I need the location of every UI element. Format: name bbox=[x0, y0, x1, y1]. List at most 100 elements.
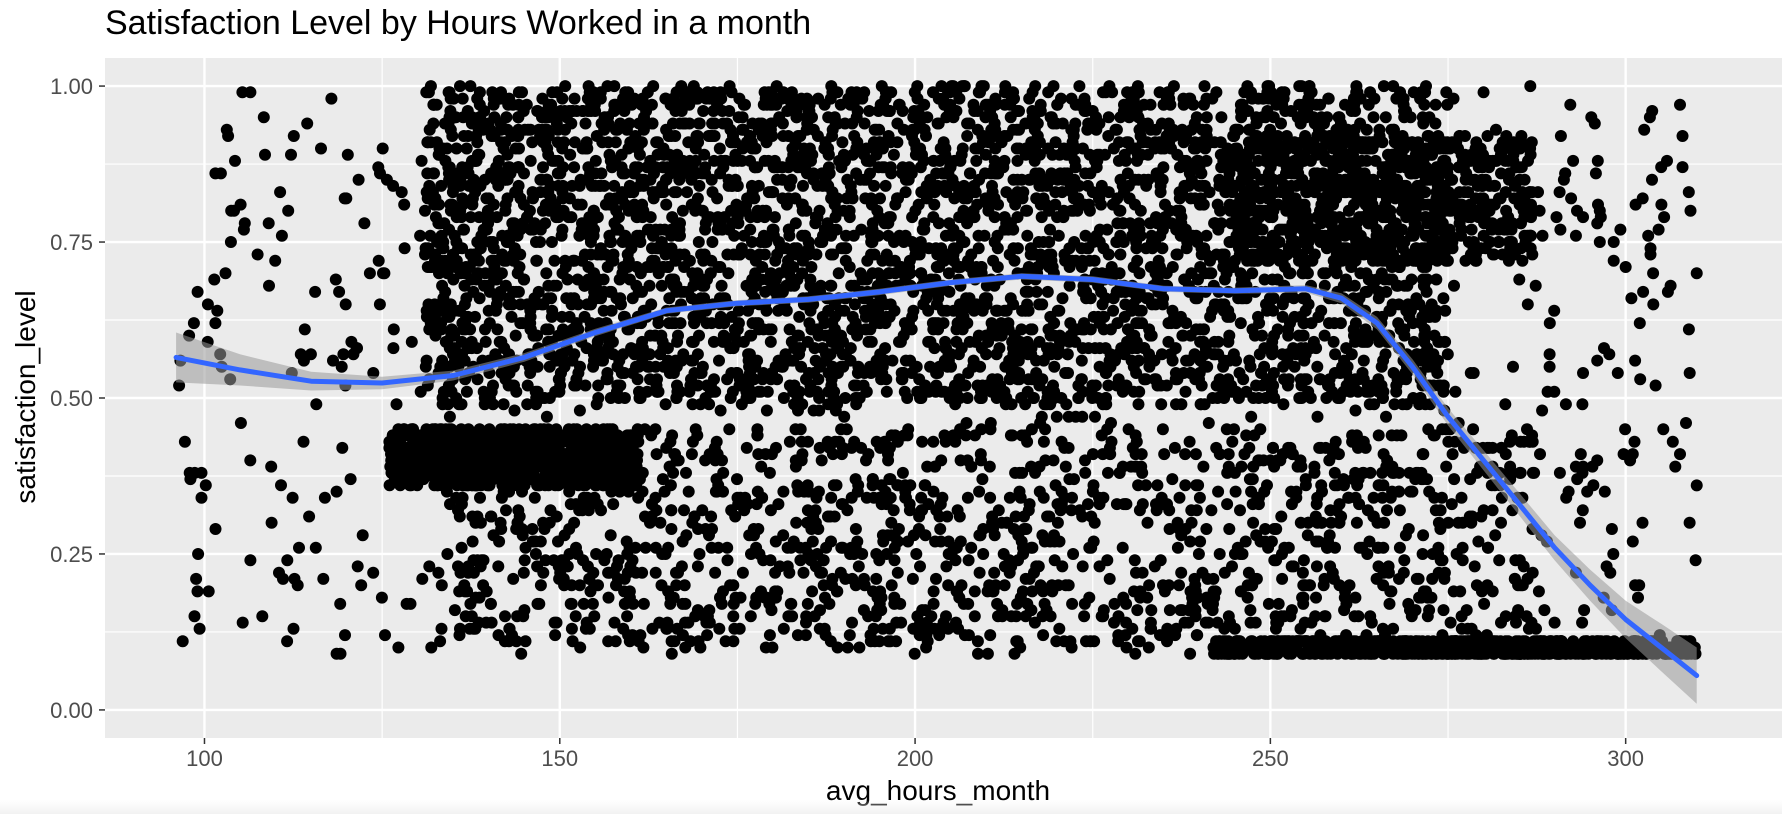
data-point bbox=[1155, 142, 1168, 155]
data-point bbox=[1179, 223, 1192, 236]
data-point bbox=[1066, 136, 1079, 149]
data-point bbox=[1302, 298, 1315, 311]
data-point bbox=[571, 198, 584, 211]
data-point bbox=[648, 254, 661, 267]
data-point bbox=[693, 367, 706, 379]
data-point bbox=[1155, 398, 1168, 411]
data-point bbox=[1102, 267, 1115, 280]
data-point bbox=[637, 179, 650, 192]
data-point bbox=[663, 317, 675, 330]
data-point bbox=[818, 223, 831, 236]
data-point bbox=[785, 98, 798, 111]
data-point bbox=[1377, 354, 1390, 367]
data-point bbox=[436, 392, 449, 404]
data-point bbox=[1141, 117, 1154, 130]
data-point bbox=[1033, 335, 1046, 348]
data-point bbox=[1674, 448, 1686, 461]
data-point bbox=[932, 367, 944, 379]
data-point bbox=[603, 229, 616, 242]
data-point bbox=[1029, 80, 1042, 93]
data-point bbox=[943, 285, 956, 298]
data-point bbox=[1115, 285, 1128, 298]
data-point bbox=[448, 604, 461, 617]
data-point bbox=[597, 304, 610, 317]
data-point bbox=[717, 335, 729, 348]
data-point bbox=[1334, 317, 1347, 330]
data-point bbox=[1049, 186, 1062, 199]
data-point bbox=[1553, 186, 1566, 199]
data-point bbox=[791, 329, 804, 342]
data-point bbox=[341, 148, 354, 161]
data-point bbox=[788, 342, 801, 355]
data-point bbox=[464, 80, 477, 93]
data-point bbox=[956, 236, 969, 248]
data-point bbox=[594, 92, 607, 105]
data-point bbox=[964, 167, 977, 180]
data-point bbox=[611, 123, 624, 136]
data-point bbox=[339, 629, 351, 642]
data-point bbox=[1349, 404, 1362, 417]
data-point bbox=[962, 554, 975, 567]
data-point bbox=[224, 236, 237, 248]
data-point bbox=[1053, 148, 1066, 161]
data-point bbox=[281, 635, 294, 648]
data-point bbox=[818, 98, 831, 111]
data-point bbox=[1305, 317, 1318, 330]
data-point bbox=[590, 292, 603, 305]
data-point bbox=[803, 98, 816, 111]
data-point bbox=[831, 204, 844, 217]
data-point bbox=[566, 105, 579, 117]
data-point bbox=[1550, 211, 1563, 224]
data-point bbox=[1034, 98, 1047, 111]
data-point bbox=[644, 211, 657, 224]
data-point bbox=[1036, 298, 1049, 311]
data-point bbox=[711, 192, 724, 205]
data-point bbox=[826, 86, 839, 99]
data-point bbox=[1553, 466, 1566, 479]
data-point bbox=[1441, 348, 1454, 361]
data-point bbox=[234, 417, 247, 429]
data-point bbox=[499, 204, 512, 217]
data-point bbox=[800, 204, 813, 217]
data-point bbox=[550, 354, 563, 367]
data-point bbox=[805, 323, 818, 336]
data-point bbox=[1593, 236, 1606, 248]
data-point bbox=[762, 186, 775, 199]
data-point bbox=[1256, 111, 1269, 124]
data-point bbox=[1173, 491, 1186, 504]
data-point bbox=[956, 142, 969, 155]
data-point bbox=[275, 479, 287, 492]
data-point bbox=[829, 310, 842, 323]
data-point bbox=[1429, 98, 1442, 111]
data-point bbox=[1166, 261, 1179, 273]
data-point bbox=[814, 236, 826, 248]
data-point bbox=[517, 105, 530, 117]
data-point bbox=[562, 211, 575, 224]
data-point bbox=[176, 635, 189, 648]
data-point bbox=[1208, 335, 1221, 348]
data-point bbox=[1113, 136, 1126, 149]
data-point bbox=[1543, 317, 1556, 330]
data-point bbox=[405, 335, 418, 348]
data-point bbox=[471, 267, 484, 280]
data-point bbox=[1215, 298, 1228, 311]
data-point bbox=[701, 86, 714, 99]
data-point bbox=[528, 217, 541, 230]
data-point bbox=[785, 173, 798, 186]
data-point bbox=[1367, 111, 1380, 124]
data-point bbox=[1557, 173, 1570, 186]
data-point bbox=[287, 622, 300, 635]
data-point bbox=[458, 223, 470, 236]
data-point bbox=[754, 236, 767, 248]
data-point bbox=[1053, 622, 1066, 635]
data-point bbox=[390, 398, 403, 411]
data-point bbox=[1157, 98, 1170, 111]
data-point bbox=[524, 154, 537, 167]
data-point bbox=[392, 641, 405, 654]
data-point bbox=[839, 392, 852, 404]
data-point bbox=[285, 148, 297, 161]
data-point bbox=[838, 410, 851, 423]
data-point bbox=[530, 392, 543, 404]
data-point bbox=[657, 186, 670, 199]
data-point bbox=[644, 373, 656, 386]
